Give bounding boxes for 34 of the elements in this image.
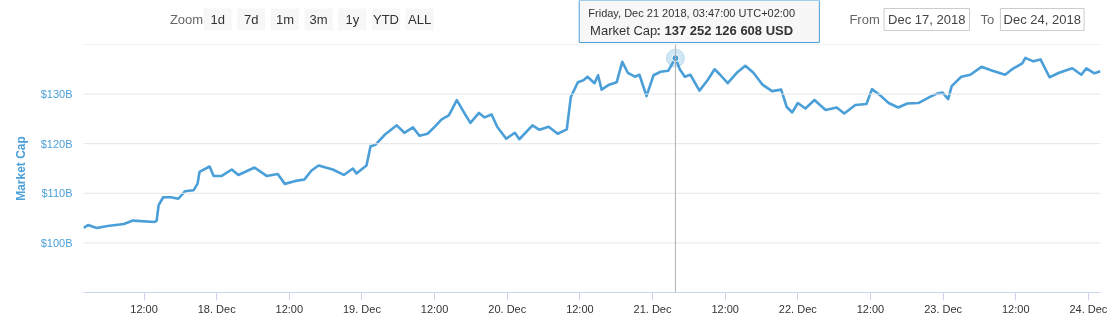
x-tick-label: 23. Dec bbox=[924, 302, 963, 315]
x-tick-label: 21. Dec bbox=[633, 302, 672, 315]
text: To bbox=[980, 12, 995, 27]
y-tick-label: $130B bbox=[40, 88, 73, 101]
text: 1y bbox=[345, 12, 360, 27]
x-tick-label: 12:00 bbox=[856, 302, 885, 315]
text: 1d bbox=[210, 12, 225, 27]
x-tick-label: 12:00 bbox=[711, 302, 739, 315]
text: 3m bbox=[309, 12, 328, 27]
x-tick-label: 20. Dec bbox=[488, 302, 527, 315]
text: Dec 17, 2018 bbox=[888, 12, 966, 27]
text: Zoom bbox=[169, 12, 204, 27]
x-tick-label: 22. Dec bbox=[778, 302, 818, 315]
series-label: Market Cap bbox=[590, 23, 658, 38]
y-axis-title: Market Cap bbox=[13, 136, 28, 201]
x-tick-label: 24. Dec bbox=[1069, 302, 1108, 315]
text: : 137 252 126 608 USD bbox=[656, 23, 794, 38]
x-tick-label: 12:00 bbox=[566, 302, 594, 315]
text: From bbox=[849, 12, 880, 27]
x-tick-label: 12:00 bbox=[420, 302, 449, 315]
text: Dec 24, 2018 bbox=[1003, 12, 1081, 27]
text: Friday, Dec 21 2018, 03:47:00 UTC+02:00 bbox=[588, 6, 796, 19]
x-tick-label: 18. Dec bbox=[197, 302, 237, 315]
text: ALL bbox=[408, 12, 432, 27]
text: 7d bbox=[244, 12, 259, 27]
x-tick-label: 19. Dec bbox=[343, 302, 382, 315]
x-tick-label: 12:00 bbox=[275, 302, 304, 315]
y-tick-label: $120B bbox=[40, 137, 73, 150]
text: YTD bbox=[372, 12, 399, 27]
x-tick-label: 12:00 bbox=[130, 302, 158, 315]
y-tick-label: $100B bbox=[40, 236, 73, 249]
text: 1m bbox=[275, 12, 295, 27]
y-tick-label: $110B bbox=[41, 187, 73, 200]
x-tick-label: 12:00 bbox=[1001, 302, 1030, 315]
